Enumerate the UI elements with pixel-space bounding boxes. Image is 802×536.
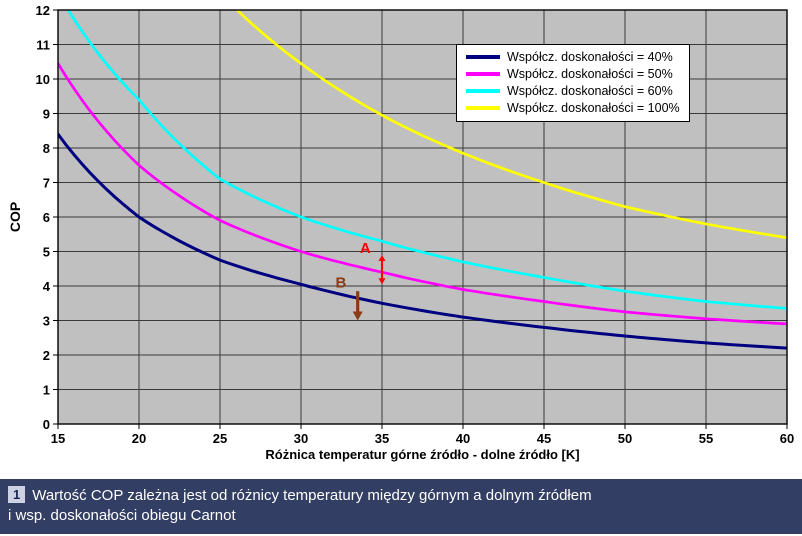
y-tick-label: 2 — [43, 348, 50, 363]
series-curve-2 — [66, 10, 787, 310]
x-tick-label: 15 — [51, 431, 65, 446]
y-tick-label: 0 — [43, 417, 50, 432]
y-tick-label: 4 — [43, 279, 51, 294]
series-curve-3 — [235, 10, 787, 240]
series-curve-1 — [58, 62, 787, 326]
y-tick-label: 3 — [43, 314, 50, 329]
x-tick-label: 30 — [294, 431, 308, 446]
x-tick-label: 35 — [375, 431, 389, 446]
y-tick-label: 7 — [43, 176, 50, 191]
legend-swatch — [466, 106, 500, 110]
series-curve-0 — [58, 132, 787, 350]
caption-bar: 1 Wartość COP zależna jest od różnicy tem… — [0, 478, 802, 534]
x-tick-label: 55 — [699, 431, 713, 446]
legend: Współcz. doskonałości = 40% Współcz. dosk… — [456, 44, 690, 122]
x-tick-label: 50 — [618, 431, 632, 446]
y-tick-label: 1 — [43, 383, 50, 398]
annotation-label: B — [336, 275, 347, 292]
y-axis-title: COP — [7, 201, 23, 233]
y-tick-label: 10 — [36, 72, 50, 87]
caption-line1-text: Wartość COP zależna jest od różnicy temp… — [32, 486, 592, 504]
legend-label: Współcz. doskonałości = 50% — [507, 67, 673, 81]
caption-line2-text: i wsp. doskonałości obiegu Carnot — [8, 506, 236, 524]
x-axis-title: Różnica temperatur górne źródło - dolne … — [265, 447, 580, 462]
y-tick-label: 12 — [36, 3, 50, 18]
legend-item: Współcz. doskonałości = 50% — [466, 67, 680, 81]
legend-item: Współcz. doskonałości = 40% — [466, 50, 680, 64]
legend-swatch — [466, 72, 500, 76]
x-tick-label: 40 — [456, 431, 470, 446]
y-tick-label: 5 — [43, 245, 50, 260]
legend-label: Współcz. doskonałości = 100% — [507, 101, 680, 115]
y-tick-label: 9 — [43, 107, 50, 122]
annotation-arrowhead-down — [378, 278, 386, 285]
y-tick-label: 11 — [36, 38, 50, 53]
legend-swatch — [466, 55, 500, 59]
legend-swatch — [466, 89, 500, 93]
figure-number-badge: 1 — [8, 485, 26, 503]
annotation-label: A — [360, 240, 371, 257]
y-tick-label: 8 — [43, 141, 50, 156]
caption-first-line: 1 Wartość COP zależna jest od różnicy tem… — [8, 485, 792, 506]
x-tick-label: 25 — [213, 431, 227, 446]
legend-item: Współcz. doskonałości = 60% — [466, 84, 680, 98]
annotation-arrowhead-up — [378, 254, 386, 261]
annotation-arrowhead-down — [352, 311, 363, 321]
legend-label: Współcz. doskonałości = 40% — [507, 50, 673, 64]
x-tick-label: 20 — [132, 431, 146, 446]
y-tick-label: 6 — [43, 210, 50, 225]
x-tick-label: 60 — [780, 431, 794, 446]
legend-label: Współcz. doskonałości = 60% — [507, 84, 673, 98]
cop-chart: 15 20 25 30 35 40 45 50 55 60 0 1 2 3 4 5 6 7 8 9 10 11 12 A B C… — [7, 3, 794, 462]
x-tick-label: 45 — [537, 431, 551, 446]
legend-item: Współcz. doskonałości = 100% — [466, 101, 680, 115]
